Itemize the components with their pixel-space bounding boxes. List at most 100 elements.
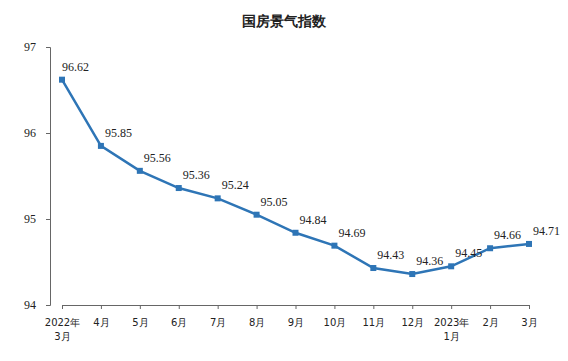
x-tick-mark: [62, 305, 63, 309]
x-axis: 2022年 3月 4月 5月 6月 7月 8月 9月 10月 11月 12月 2023年 1月 2月 3月: [45, 305, 538, 342]
data-label: 94.45: [455, 246, 482, 260]
x-tick-mark: [179, 305, 180, 309]
x-tick-label: 2023年 1月: [434, 317, 469, 342]
x-tick: 2月: [482, 305, 498, 328]
data-label: 94.36: [416, 254, 443, 268]
data-label: 95.36: [183, 168, 210, 182]
x-tick-label: 8月: [249, 317, 265, 328]
x-tick-label: 2月: [482, 317, 498, 328]
x-tick-label: 7月: [210, 317, 226, 328]
x-tick-label: 12月: [401, 317, 424, 328]
marker: [215, 195, 221, 201]
x-tick: 8月: [249, 305, 265, 328]
x-tick-mark: [257, 305, 258, 309]
x-tick-label: 9月: [288, 317, 304, 328]
marker: [137, 168, 143, 174]
marker: [254, 212, 260, 218]
x-tick-label-line: 8月: [249, 317, 265, 328]
x-tick: 2023年 1月: [434, 305, 469, 342]
x-tick-mark: [296, 305, 297, 309]
x-tick-label: 10月: [324, 317, 347, 328]
x-tick: 6月: [171, 305, 187, 328]
x-tick-label: 3月: [521, 317, 537, 328]
y-tick-label: 94: [24, 298, 36, 312]
x-tick-label-line: 10月: [324, 317, 347, 328]
marker: [98, 143, 104, 149]
y-tick: 96: [24, 126, 50, 140]
marker: [331, 243, 337, 249]
x-tick-label: 6月: [171, 317, 187, 328]
x-tick: 4月: [93, 305, 109, 328]
chart: 国房景气指数 94 95 96 97 2022年 3月 4月 5月 6月 7月 8月 9月 10月 11月 1…: [0, 0, 568, 361]
x-tick: 5月: [132, 305, 148, 328]
y-tick: 95: [24, 212, 50, 226]
x-tick: 2022年 3月: [45, 305, 80, 342]
x-tick-label: 2022年 3月: [45, 317, 80, 342]
data-label: 95.56: [144, 151, 171, 165]
data-label: 94.69: [338, 226, 365, 240]
x-tick: 11月: [362, 305, 385, 328]
x-tick-mark: [412, 305, 413, 309]
line: [62, 80, 529, 274]
x-tick-mark: [529, 305, 530, 309]
x-tick: 3月: [521, 305, 537, 328]
y-axis: 94 95 96 97: [24, 40, 51, 312]
plot-marks: [59, 77, 532, 277]
x-tick-label-line: 9月: [288, 317, 304, 328]
x-tick-mark: [490, 305, 491, 309]
x-tick-label-line: 3月: [521, 317, 537, 328]
y-tick-mark: [46, 305, 50, 306]
x-tick-label: 4月: [93, 317, 109, 328]
x-tick-label-line: 5月: [132, 317, 148, 328]
y-tick-mark: [46, 133, 50, 134]
y-tick-mark: [46, 219, 50, 220]
data-label: 94.84: [300, 213, 327, 227]
data-label: 95.85: [105, 126, 132, 140]
y-tick: 97: [24, 40, 50, 54]
x-tick-mark: [334, 305, 335, 309]
x-tick-mark: [140, 305, 141, 309]
x-tick: 9月: [288, 305, 304, 328]
data-label: 94.43: [377, 248, 404, 262]
x-tick-mark: [451, 305, 452, 309]
title: 国房景气指数: [242, 13, 327, 29]
marker: [59, 77, 65, 83]
x-tick-label-line: 2022年: [45, 317, 80, 328]
x-tick-label-line: 12月: [401, 317, 424, 328]
x-tick: 12月: [401, 305, 424, 328]
x-tick-label-line: 6月: [171, 317, 187, 328]
data-label: 94.66: [494, 228, 521, 242]
x-tick-label-line: 1月: [443, 331, 459, 342]
marker: [526, 241, 532, 247]
x-tick-label: 5月: [132, 317, 148, 328]
data-label: 95.24: [222, 178, 249, 192]
y-tick-label: 96: [24, 126, 36, 140]
marker: [409, 271, 415, 277]
x-tick-mark: [373, 305, 374, 309]
marker: [176, 185, 182, 191]
x-tick: 10月: [324, 305, 347, 328]
y-tick-label: 97: [24, 40, 36, 54]
y-tick: 94: [24, 298, 50, 312]
x-tick-label-line: 2023年: [434, 317, 469, 328]
marker: [487, 245, 493, 251]
y-tick-mark: [46, 47, 50, 48]
x-tick-label-line: 2月: [482, 317, 498, 328]
x-axis-line: [63, 306, 530, 310]
x-tick-label-line: 11月: [362, 317, 385, 328]
marker: [448, 263, 454, 269]
data-label: 96.62: [62, 60, 89, 74]
data-label: 95.05: [261, 195, 288, 209]
data-label: 94.71: [533, 224, 560, 238]
marker: [293, 230, 299, 236]
x-tick-label-line: 3月: [54, 331, 70, 342]
x-tick-label-line: 4月: [93, 317, 109, 328]
y-axis-line: [46, 48, 51, 306]
x-tick-mark: [218, 305, 219, 309]
x-tick-label-line: 7月: [210, 317, 226, 328]
x-tick-mark: [101, 305, 102, 309]
x-tick-label: 11月: [362, 317, 385, 328]
x-tick: 7月: [210, 305, 226, 328]
data-labels: 96.62 95.85 95.56 95.36 95.24 95.05 94.84 94.69…: [62, 60, 560, 268]
y-tick-label: 95: [24, 212, 36, 226]
